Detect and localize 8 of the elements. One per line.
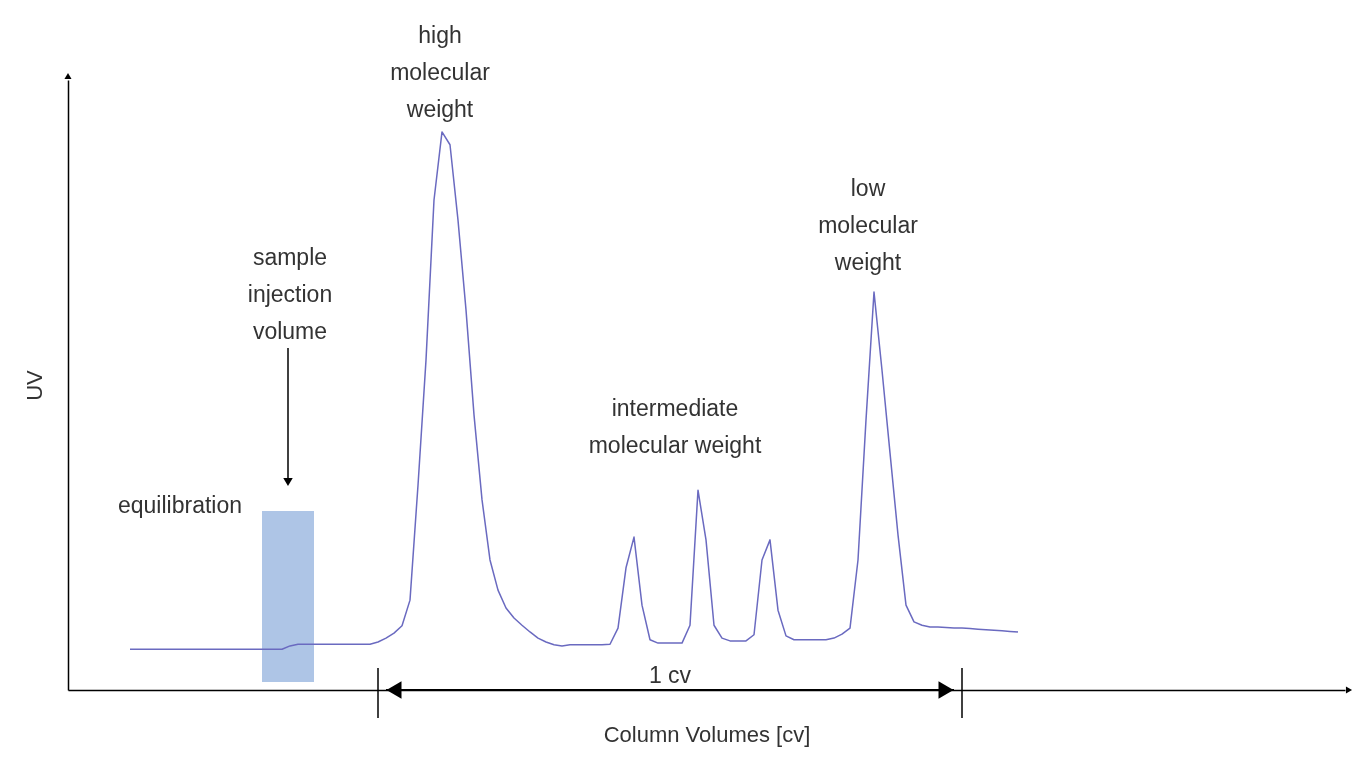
x-axis-title: Column Volumes [cv] <box>603 721 811 747</box>
annotation: intermediate molecular weight <box>588 395 762 458</box>
annotation: low molecular weight <box>818 175 919 275</box>
annotation: 1 cv <box>648 662 692 688</box>
annotation: equilibration <box>117 492 243 518</box>
y-axis-title: UV <box>21 369 47 401</box>
text: high molecular weight <box>390 22 491 122</box>
annotation: sample injection volume <box>247 244 333 344</box>
